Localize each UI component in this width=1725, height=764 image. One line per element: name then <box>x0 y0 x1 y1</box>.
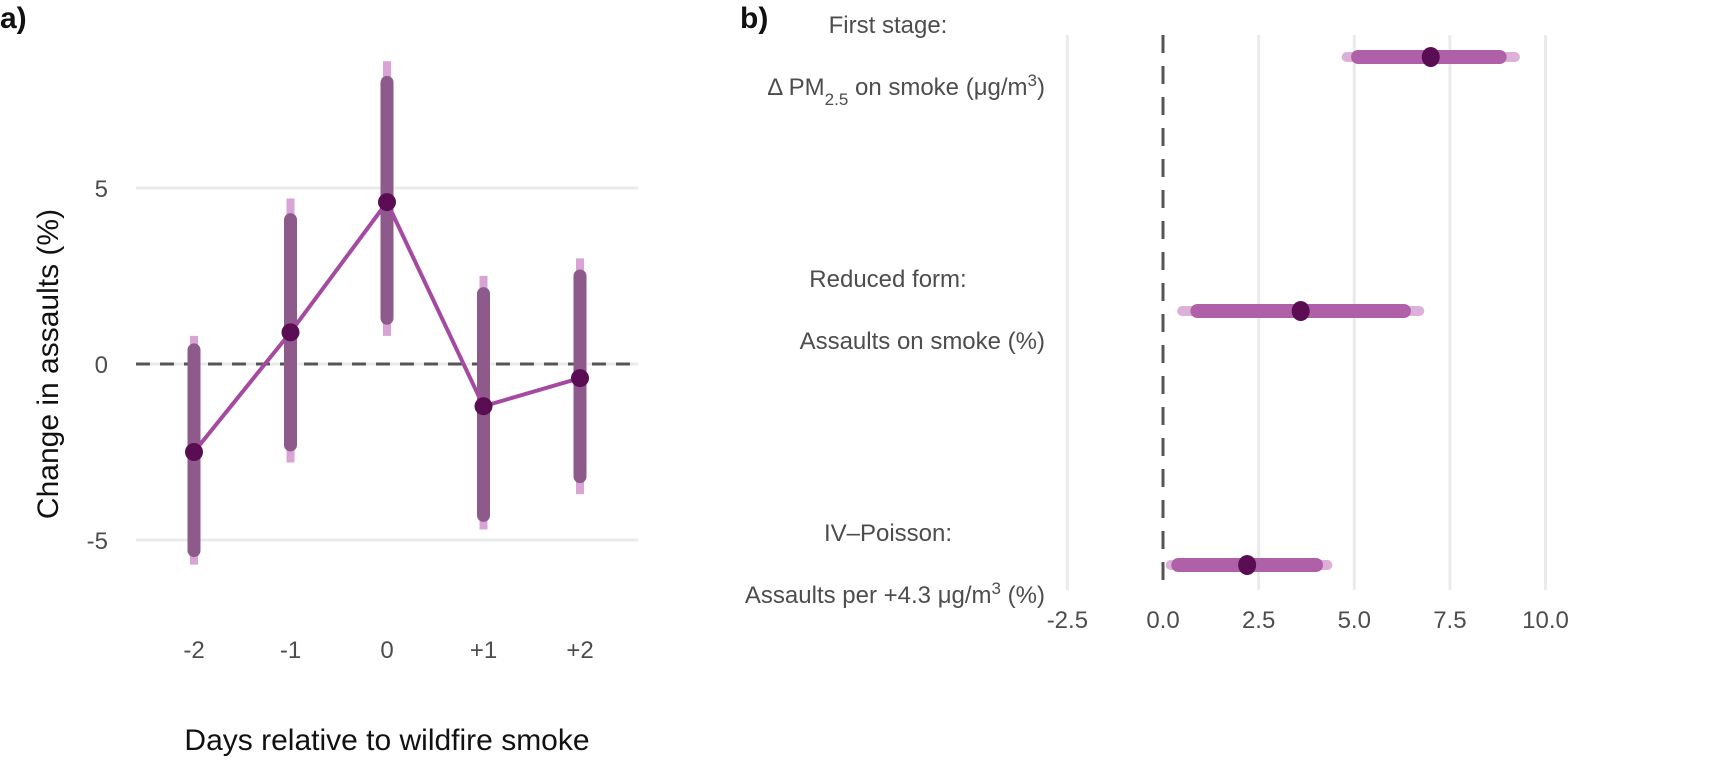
estimate-point <box>571 369 589 388</box>
x-axis-ticks: -2.5 0.0 2.5 5.0 7.5 10.0 <box>1047 607 1569 634</box>
x-tick-label: -1 <box>280 637 301 664</box>
row-title: First stage: <box>829 12 948 39</box>
estimate-row <box>1341 47 1520 67</box>
event-study-chart: 5 0 -5 -2 -1 0 +1 +2 Change in assaults (%) Da… <box>32 61 638 757</box>
confidence-intervals <box>187 61 587 565</box>
x-axis-ticks: -2 -1 0 +1 +2 <box>183 637 593 664</box>
estimate-row <box>1177 301 1425 321</box>
y-tick-label: 5 <box>95 176 108 203</box>
panel-a-label: a) <box>0 2 27 35</box>
y-axis-title: Change in assaults (%) <box>32 209 65 519</box>
row-title: IV–Poisson: <box>824 520 952 547</box>
estimate-point <box>1291 301 1310 321</box>
estimate-point <box>1238 555 1257 575</box>
x-tick-label: 0 <box>380 637 393 664</box>
x-tick-label: 5.0 <box>1338 607 1371 634</box>
estimate-point <box>474 397 493 416</box>
y-tick-label: -5 <box>87 528 108 555</box>
y-tick-label: 0 <box>95 352 108 379</box>
estimate-point <box>1421 47 1440 67</box>
x-tick-label: 7.5 <box>1433 607 1466 634</box>
x-tick-label: 10.0 <box>1522 607 1569 634</box>
x-tick-label: +2 <box>566 637 593 664</box>
panel-b-label: b) <box>740 2 769 35</box>
forest-plot-chart: First stage: Δ PM2.5 on smoke (μg/m3) Redu… <box>745 12 1569 634</box>
row-title: Reduced form: <box>809 266 966 293</box>
row-labels: First stage: Δ PM2.5 on smoke (μg/m3) Redu… <box>745 12 1045 609</box>
x-tick-label: 0.0 <box>1146 607 1179 634</box>
estimate-point <box>281 323 300 342</box>
estimate-rows <box>1165 47 1520 575</box>
x-tick-label: 2.5 <box>1242 607 1275 634</box>
x-tick-label: -2.5 <box>1047 607 1088 634</box>
row-label: Assaults on smoke (%) <box>800 328 1045 355</box>
y-axis-ticks: 5 0 -5 <box>87 176 108 555</box>
estimate-point <box>378 193 396 212</box>
x-tick-label: +1 <box>470 637 497 664</box>
estimate-point <box>185 443 203 461</box>
row-label: Δ PM2.5 on smoke (μg/m3) <box>767 71 1045 109</box>
x-axis-title: Days relative to wildfire smoke <box>184 724 589 757</box>
x-tick-label: -2 <box>183 637 204 664</box>
estimate-points <box>185 193 589 461</box>
estimate-row <box>1165 555 1333 575</box>
row-label: Assaults per +4.3 μg/m3 (%) <box>745 579 1045 610</box>
